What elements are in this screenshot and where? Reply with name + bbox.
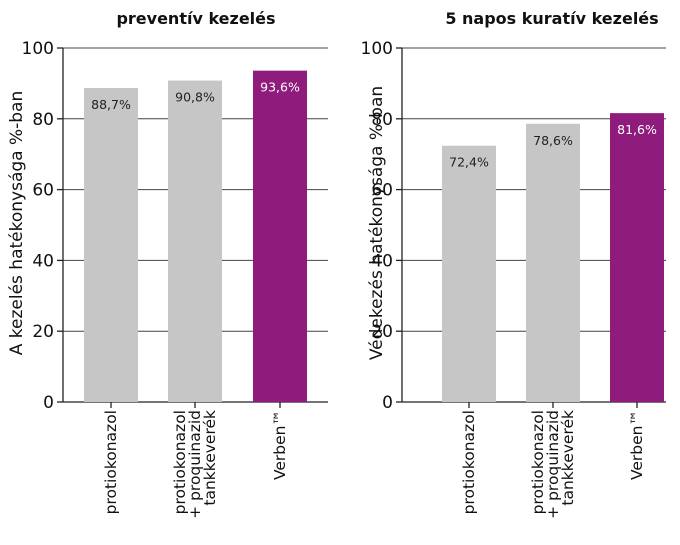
data-label: 90,8%: [175, 90, 215, 105]
bar-1: [84, 88, 138, 402]
y-axis-label: A kezelés hatékonysága %-ban: [7, 91, 27, 356]
bar-2: [168, 81, 222, 402]
category-label: tankkeverék: [201, 410, 219, 506]
data-label: 93,6%: [260, 80, 300, 95]
y-tick-label: 20: [32, 322, 54, 342]
bar-3: [253, 71, 307, 402]
y-tick-label: 0: [43, 393, 54, 413]
bar-2: [526, 124, 580, 402]
category-label: protiokonazol: [102, 410, 120, 514]
category-label: Verben™: [271, 410, 289, 480]
y-tick-label: 60: [32, 181, 54, 201]
data-label: 78,6%: [533, 133, 573, 148]
chart-title: preventív kezelés: [116, 9, 275, 28]
y-tick-label: 40: [32, 251, 54, 271]
data-label: 88,7%: [91, 97, 131, 112]
chart-panel-2: 5 napos kuratív kezelés020406080100Védek…: [361, 9, 666, 519]
y-tick-label: 100: [22, 39, 54, 59]
chart-panel-1: preventív kezelés 0 20 40 60 80 100 A kezelés h…: [7, 9, 328, 519]
chart-title: 5 napos kuratív kezelés: [445, 9, 658, 28]
y-tick-label: 80: [32, 110, 54, 130]
data-label: 81,6%: [617, 122, 657, 137]
data-label: 72,4%: [449, 155, 489, 170]
category-label: Verben™: [628, 410, 646, 480]
bar-1: [442, 146, 496, 402]
y-tick-label: 0: [382, 393, 393, 413]
category-label: tankkeverék: [559, 410, 577, 506]
category-label: protiokonazol: [460, 410, 478, 514]
bar-3: [610, 113, 664, 402]
y-axis-label: Védekezés hatékonysága %-ban: [367, 86, 387, 360]
y-tick-label: 100: [361, 39, 393, 59]
